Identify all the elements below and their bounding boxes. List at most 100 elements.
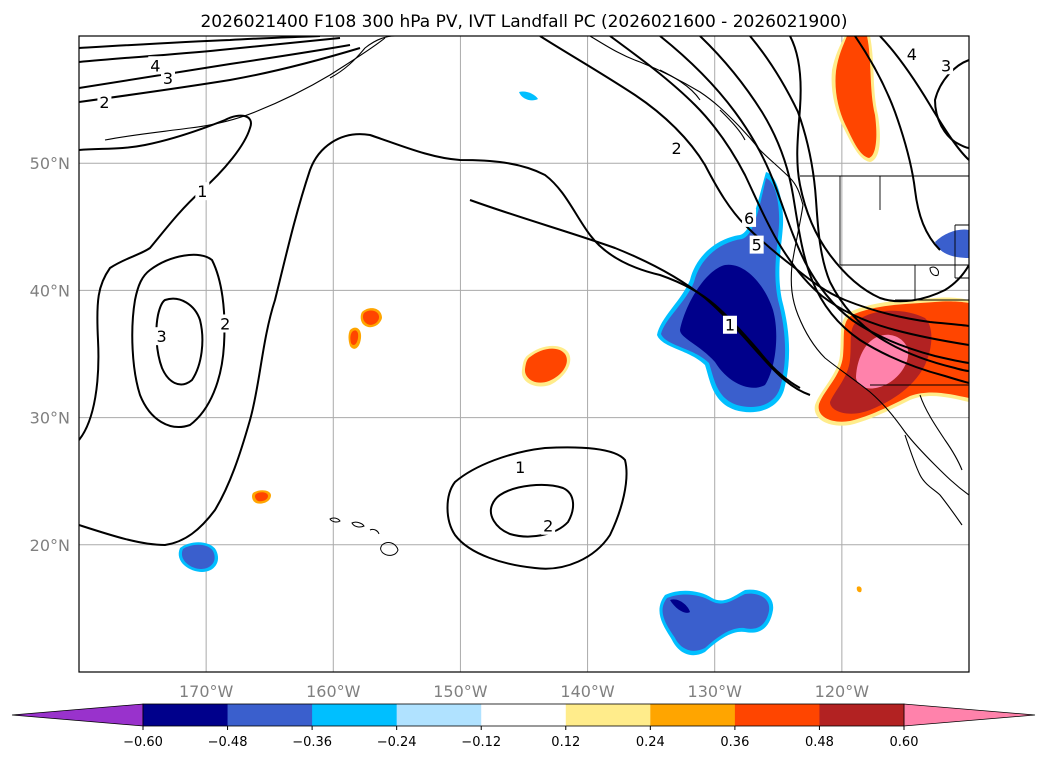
contour-label: 1 <box>725 316 735 335</box>
contour-3-top <box>79 36 321 49</box>
lon-tick-label: 140°W <box>560 682 615 701</box>
colorbar-bin <box>481 704 567 726</box>
lat-tick-label: 50°N <box>30 154 70 173</box>
contour-3-east <box>609 36 969 346</box>
us-west-coast <box>790 204 969 496</box>
contour-label: 3 <box>163 69 173 88</box>
contour-label: 5 <box>752 236 762 255</box>
colorbar-tick-label: 0.36 <box>720 735 749 750</box>
lon-tick-label: 150°W <box>433 682 488 701</box>
contour-label-bg <box>541 516 556 535</box>
baja-coast <box>904 434 963 526</box>
colorbar-frame <box>142 703 905 727</box>
lon-tick-label: 120°W <box>815 682 870 701</box>
contour-1-central-closed <box>446 446 628 570</box>
positive-anomaly-southwest-peak <box>856 334 909 389</box>
contour-label: 2 <box>220 314 230 333</box>
contour-label: 1 <box>515 458 525 477</box>
contour-label-bg <box>749 235 764 254</box>
contour-label-bg <box>669 138 684 157</box>
colorbar-extend-min <box>11 703 144 727</box>
contour-label-bg <box>195 182 210 201</box>
contour-2-nw <box>79 47 361 103</box>
negative-anomaly-south-peak <box>670 599 690 613</box>
island-kauai <box>329 517 341 523</box>
contour-label-bg <box>513 458 528 477</box>
contour-label: 2 <box>99 93 109 112</box>
contour-label-bg <box>722 315 737 334</box>
colorbar-tick-label: 0.24 <box>636 735 665 750</box>
positive-anomaly-west-a-core <box>362 310 380 325</box>
contour-2-west-closed <box>131 253 226 428</box>
contour-1-east <box>469 199 811 396</box>
lat-tick-labels: 50°N 40°N 30°N 20°N <box>30 154 70 555</box>
colorbar-bin <box>227 704 313 726</box>
contour-1-west-lower <box>79 133 801 547</box>
contour-label-bg <box>939 56 954 75</box>
state-borders <box>839 176 969 300</box>
negative-anomaly-south-core <box>662 593 770 651</box>
positive-anomaly-central-core <box>524 348 567 383</box>
contour-label: 6 <box>744 209 754 228</box>
contour-label-bg <box>97 93 112 112</box>
alaska-peninsula-coast <box>329 36 396 79</box>
positive-anomaly-hawaii-w-core <box>254 492 268 502</box>
colorbar-tick-label: 0.48 <box>805 735 834 750</box>
ivt-positive-regions <box>252 36 969 593</box>
chart-title: 2026021400 F108 300 hPa PV, IVT Landfall… <box>200 12 847 32</box>
contour-3-west-closed <box>155 297 204 386</box>
colorbar-bin <box>143 704 229 726</box>
aleutian-coast <box>104 37 386 141</box>
contour-label-bg <box>148 56 163 75</box>
negative-anomaly-interior <box>935 229 969 258</box>
positive-anomaly-tiny <box>856 586 862 593</box>
contour-label-bg <box>904 44 919 63</box>
contour-label: 1 <box>197 182 207 201</box>
positive-anomaly-pacific-nw-core <box>835 36 877 158</box>
lat-tick-label: 20°N <box>30 536 70 555</box>
contour-label: 4 <box>150 56 160 75</box>
map-area <box>79 36 969 672</box>
colorbar-tick-label: −0.60 <box>123 735 163 750</box>
borders <box>800 175 969 386</box>
contour-4-ne <box>879 36 969 161</box>
colorbar-tick-label: −0.36 <box>292 735 332 750</box>
colorbar-tick-label: 0.60 <box>890 735 919 750</box>
island-oahu <box>351 521 365 528</box>
contour-4-nw <box>79 37 341 63</box>
contour-5-east <box>699 36 969 384</box>
island-misc <box>929 266 939 276</box>
contour-5-ne <box>854 36 941 251</box>
colorbar-bin <box>819 704 905 726</box>
contour-loop-ne <box>789 36 969 303</box>
negative-anomaly-gulf <box>519 91 538 101</box>
contour-label-bg <box>154 327 169 346</box>
colorbar-bin <box>396 704 482 726</box>
lon-tick-labels: 170°W 160°W 150°W 140°W 130°W 120°W <box>179 682 869 701</box>
contour-label: 4 <box>907 45 917 64</box>
pv-contours <box>79 36 969 570</box>
lon-tick-label: 160°W <box>306 682 361 701</box>
positive-anomaly-west-b-core <box>350 330 359 346</box>
contour-2-east <box>539 36 969 327</box>
contour-label: 3 <box>157 327 167 346</box>
colorbar-extend-max <box>903 703 1036 727</box>
negative-anomaly-hawaii-sw-core <box>181 544 215 569</box>
gulf-california-coast <box>919 394 963 471</box>
colorbar-tick-label: −0.48 <box>208 735 248 750</box>
contour-label: 2 <box>543 517 553 536</box>
contour-label-bg <box>161 68 175 87</box>
colorbar-tick-label: −0.12 <box>461 735 501 750</box>
colorbar-bin <box>734 704 820 726</box>
contour-label: 2 <box>671 139 681 158</box>
colorbar-bin <box>650 704 736 726</box>
colorbar-bin <box>312 704 398 726</box>
colorbar-tick-label: −0.24 <box>377 735 417 750</box>
lon-tick-label: 170°W <box>179 682 234 701</box>
contour-3-ne <box>933 59 969 149</box>
colorbar-tick-label: 0.12 <box>551 735 580 750</box>
contour-label-bg <box>218 314 233 333</box>
contour-label: 3 <box>941 56 951 75</box>
